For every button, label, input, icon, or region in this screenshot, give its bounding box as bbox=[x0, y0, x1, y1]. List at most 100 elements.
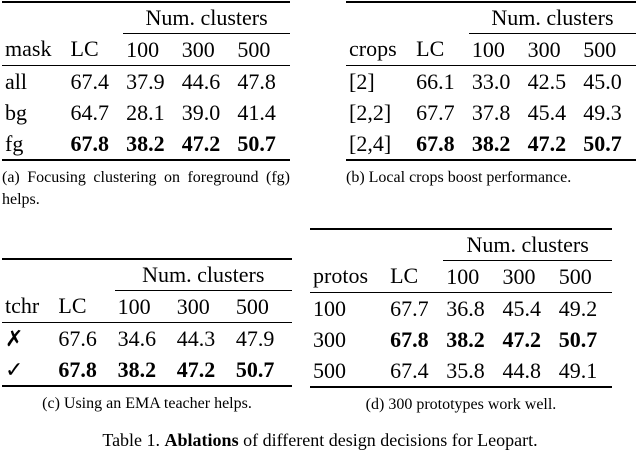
cell: 67.7 bbox=[390, 295, 429, 321]
cell: 67.7 bbox=[416, 99, 455, 125]
header-row: mask LC 100 300 500 bbox=[2, 33, 290, 66]
column-header: 500 bbox=[232, 290, 292, 323]
subtable-caption: (b) Local crops boost performance. bbox=[346, 169, 572, 186]
column-header: tchr bbox=[2, 290, 56, 323]
data-row: 300 67.8 38.2 47.2 50.7 bbox=[310, 324, 612, 355]
cell: 49.3 bbox=[583, 99, 622, 125]
column-header: 100 bbox=[468, 33, 525, 66]
column-header: LC bbox=[413, 33, 469, 66]
column-header: LC bbox=[55, 290, 115, 323]
subtable-caption: (c) Using an EMA teacher helps. bbox=[42, 395, 252, 412]
cell: 67.8 bbox=[58, 356, 97, 382]
empty-cell bbox=[387, 229, 443, 261]
column-header: 500 bbox=[580, 33, 636, 66]
cell: 67.8 bbox=[70, 130, 110, 156]
group-header: Num. clusters bbox=[114, 259, 292, 291]
header-row: tchr LC 100 300 500 bbox=[2, 290, 292, 323]
data-row: ✓ 67.8 38.2 47.2 50.7 bbox=[2, 354, 292, 386]
cell: 50.7 bbox=[558, 326, 598, 352]
subtable-c: Num. clusters tchr LC 100 300 500 ✗ 67.6 34.6 44.… bbox=[2, 258, 292, 415]
column-header: 100 bbox=[114, 290, 174, 323]
empty-cell bbox=[413, 2, 469, 34]
cell: 50.7 bbox=[235, 356, 275, 382]
column-header: 300 bbox=[499, 260, 556, 293]
row-label: ✓ bbox=[5, 356, 24, 382]
data-row: [2,4] 67.8 38.2 47.2 50.7 bbox=[346, 128, 636, 160]
results-table: Num. clusters protos LC 100 300 500 100 67.7 36.… bbox=[310, 228, 612, 388]
cell: 67.6 bbox=[58, 325, 97, 351]
cell: 47.2 bbox=[181, 130, 221, 156]
cell: 67.4 bbox=[390, 357, 429, 383]
cell: 38.2 bbox=[117, 356, 157, 382]
data-row: bg 64.7 28.1 39.0 41.4 bbox=[2, 97, 290, 128]
cell: 45.4 bbox=[502, 295, 542, 321]
group-row: Num. clusters bbox=[2, 2, 290, 34]
results-table: Num. clusters mask LC 100 300 500 all 67.4 37.9 4… bbox=[2, 1, 290, 161]
column-header: 500 bbox=[555, 260, 612, 293]
column-header: protos bbox=[310, 260, 388, 293]
cell: 67.8 bbox=[416, 130, 455, 156]
cell: 38.2 bbox=[126, 130, 165, 156]
cell: 47.2 bbox=[502, 326, 542, 352]
cell: 37.9 bbox=[126, 68, 165, 94]
subtable-a: Num. clusters mask LC 100 300 500 all 67.4 37.9 4… bbox=[2, 1, 290, 211]
cell: 45.0 bbox=[583, 68, 622, 94]
data-row: fg 67.8 38.2 47.2 50.7 bbox=[2, 128, 290, 160]
row-label: [2] bbox=[349, 68, 375, 94]
results-table: Num. clusters tchr LC 100 300 500 ✗ 67.6 34.6 44.… bbox=[2, 258, 292, 387]
cell: 50.7 bbox=[237, 130, 276, 156]
column-header: mask bbox=[2, 33, 68, 66]
cell: 44.6 bbox=[181, 68, 221, 94]
group-row: Num. clusters bbox=[2, 259, 292, 291]
cell: 38.2 bbox=[471, 130, 511, 156]
cell: 49.1 bbox=[558, 357, 598, 383]
cell: 49.2 bbox=[558, 295, 598, 321]
row-label: 100 bbox=[313, 295, 346, 321]
empty-cell bbox=[2, 259, 55, 291]
cell: 38.2 bbox=[446, 326, 485, 352]
data-row: ✗ 67.6 34.6 44.3 47.9 bbox=[2, 323, 292, 355]
empty-cell bbox=[55, 259, 114, 291]
data-row: all 67.4 37.9 44.6 47.8 bbox=[2, 66, 290, 98]
cell: 67.8 bbox=[390, 326, 429, 352]
row-label: [2,4] bbox=[349, 130, 392, 156]
cell: 47.2 bbox=[176, 356, 216, 382]
cell: 36.8 bbox=[446, 295, 485, 321]
column-header: 300 bbox=[524, 33, 581, 66]
cell: 34.6 bbox=[117, 325, 157, 351]
row-label: all bbox=[5, 68, 27, 94]
column-header: LC bbox=[67, 33, 124, 66]
cell: 42.5 bbox=[527, 68, 567, 94]
cell: 35.8 bbox=[446, 357, 485, 383]
row-label: fg bbox=[5, 130, 24, 156]
caption-emphasis: Ablations bbox=[164, 430, 239, 450]
row-label: bg bbox=[5, 99, 27, 125]
cell: 47.2 bbox=[527, 130, 567, 156]
cell: 28.1 bbox=[126, 99, 165, 125]
group-row: Num. clusters bbox=[346, 2, 636, 34]
cell: 39.0 bbox=[181, 99, 221, 125]
column-header: 100 bbox=[123, 33, 179, 66]
group-header: Num. clusters bbox=[123, 2, 290, 34]
cell: 41.4 bbox=[237, 99, 276, 125]
row-label: ✗ bbox=[5, 325, 24, 351]
cell: 47.9 bbox=[235, 325, 275, 351]
subtable-b: Num. clusters crops LC 100 300 500 [2] 66.1 33.0… bbox=[346, 1, 636, 189]
row-label: [2,2] bbox=[349, 99, 392, 125]
group-row: Num. clusters bbox=[310, 229, 612, 261]
cell: 66.1 bbox=[416, 68, 455, 94]
column-header: LC bbox=[387, 260, 444, 293]
row-label: 500 bbox=[313, 357, 346, 383]
cell: 44.3 bbox=[176, 325, 216, 351]
empty-cell bbox=[68, 2, 124, 34]
caption-text: of different design decisions for Leopar… bbox=[243, 430, 538, 450]
data-row: 500 67.4 35.8 44.8 49.1 bbox=[310, 355, 612, 387]
column-header: 300 bbox=[173, 290, 233, 323]
group-header: Num. clusters bbox=[468, 2, 636, 34]
row-label: 300 bbox=[313, 326, 346, 352]
cell: 67.4 bbox=[70, 68, 110, 94]
cell: 64.7 bbox=[70, 99, 110, 125]
subtable-caption: (a) Focusing clustering on foreground (f… bbox=[2, 169, 290, 208]
data-row: [2] 66.1 33.0 42.5 45.0 bbox=[346, 66, 636, 98]
